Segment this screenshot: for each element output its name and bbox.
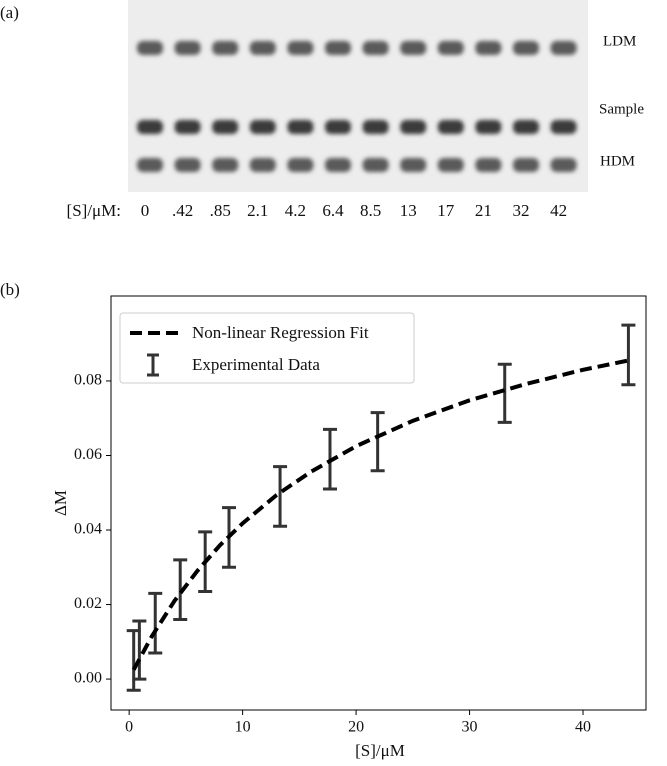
error-bar — [497, 362, 512, 424]
band-label: Sample — [599, 101, 644, 117]
error-bar — [132, 619, 147, 681]
gel-band — [437, 158, 464, 172]
y-tick-label: 0.04 — [74, 521, 102, 538]
lane-label: 21 — [475, 201, 492, 220]
error-bar — [148, 591, 163, 655]
gel-band — [400, 158, 427, 172]
gel-band — [437, 41, 464, 55]
error-bar — [370, 411, 385, 473]
gel-band — [325, 41, 351, 55]
gel-band — [249, 120, 276, 134]
legend-label: Non-linear Regression Fit — [192, 323, 369, 342]
lane-label: 6.4 — [322, 201, 344, 220]
gel-band — [174, 158, 201, 172]
gel-band — [137, 158, 163, 172]
lane-label: 4.2 — [285, 201, 306, 220]
gel-band — [287, 158, 314, 172]
gel-band — [437, 120, 464, 134]
lane-label: .85 — [210, 201, 231, 220]
x-tick-label: 40 — [575, 719, 591, 736]
y-tick-label: 0.06 — [74, 446, 102, 463]
lane-label: 0 — [141, 201, 150, 220]
band-label: LDM — [603, 33, 636, 49]
fit-line — [131, 358, 629, 671]
legend-label: Experimental Data — [192, 355, 320, 374]
gel-band — [137, 41, 163, 55]
gel-band — [212, 41, 239, 55]
gel-band — [362, 41, 389, 55]
gel-band — [174, 120, 201, 134]
lane-label: .42 — [172, 201, 193, 220]
gel-band — [325, 120, 351, 134]
x-tick-label: 10 — [235, 719, 251, 736]
gel-band — [212, 158, 239, 172]
legend-box — [119, 312, 415, 384]
gel-band — [513, 41, 539, 55]
lane-label: 2.1 — [247, 201, 268, 220]
gel: 0 .42 .85 2.1 4.2 6.4 8.5 13 17 21 32 42 LDM Sample HD… — [137, 33, 644, 220]
error-bar — [621, 323, 636, 387]
x-tick-label: 30 — [462, 719, 478, 736]
gel-band — [137, 120, 163, 134]
lane-label: 13 — [400, 201, 417, 220]
lane-label: 42 — [550, 201, 567, 220]
error-bar — [173, 558, 188, 621]
gel-axis-label: [S]/μM: — [67, 201, 121, 220]
lane-label: 32 — [513, 201, 530, 220]
gel-band — [325, 158, 351, 172]
error-bar — [273, 465, 288, 528]
plot-frame — [110, 295, 647, 711]
gel-background — [128, 0, 588, 192]
gel-band — [550, 158, 577, 172]
gel-band — [400, 120, 427, 134]
plot-area: 0 10 20 30 40 0.00 0.02 0.04 0.06 0.08 — [74, 323, 636, 736]
gel-band — [475, 158, 502, 172]
gel-band — [513, 158, 539, 172]
legend-errorbar-icon — [147, 353, 159, 377]
band-label: HDM — [600, 153, 635, 169]
x-tick-label: 20 — [348, 719, 364, 736]
gel-band — [400, 41, 427, 55]
gel-band — [212, 120, 239, 134]
panel-label: (a) — [0, 3, 19, 22]
gel-band — [249, 158, 276, 172]
lane-label: 8.5 — [360, 201, 381, 220]
gel-band — [174, 41, 201, 55]
lane-label: 17 — [437, 201, 455, 220]
gel-band — [475, 41, 502, 55]
gel-band — [362, 158, 389, 172]
x-axis-label: [S]/μM — [355, 741, 405, 760]
y-axis-label: ΔM — [51, 490, 70, 516]
panel-label: (b) — [0, 280, 20, 299]
y-tick-label: 0.02 — [74, 595, 102, 612]
gel-band — [475, 120, 502, 134]
gel-band — [249, 41, 276, 55]
y-tick-label: 0.08 — [74, 372, 102, 389]
gel-band — [287, 41, 314, 55]
gel-band — [513, 120, 539, 134]
gel-band — [550, 120, 577, 134]
x-tick-label: 0 — [125, 719, 133, 736]
y-tick-label: 0.00 — [74, 670, 102, 687]
gel-band — [287, 120, 314, 134]
gel-band — [362, 120, 389, 134]
gel-band — [550, 41, 577, 55]
